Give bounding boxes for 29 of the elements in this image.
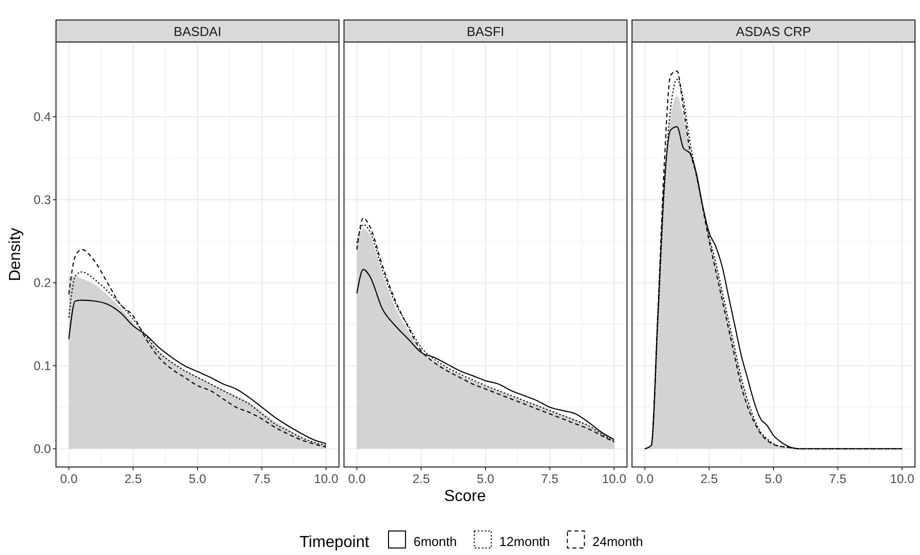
x-tick-label: 5.0: [188, 472, 206, 486]
legend-label: 6month: [414, 534, 457, 549]
x-tick-label: 0.0: [348, 472, 366, 486]
x-tick-label: 10.0: [314, 472, 338, 486]
chart-title: BASFI: [466, 24, 504, 39]
x-tick-label: 7.5: [829, 472, 847, 486]
x-tick-label: 7.5: [541, 472, 559, 486]
x-tick-label: 2.5: [412, 472, 430, 486]
y-tick-label: 0.0: [34, 442, 52, 456]
y-tick-label: 0.2: [34, 276, 52, 290]
legend-title: Timepoint: [300, 534, 370, 551]
x-tick-label: 7.5: [253, 472, 271, 486]
x-tick-label: 0.0: [636, 472, 654, 486]
x-tick-label: 0.0: [60, 472, 78, 486]
y-tick-label: 0.3: [34, 193, 52, 208]
chart-title: ASDAS CRP: [736, 24, 812, 39]
legend-label: 12month: [499, 534, 550, 549]
x-tick-label: 2.5: [700, 472, 718, 486]
x-tick-label: 10.0: [890, 472, 914, 486]
y-axis-title: Density: [7, 228, 24, 282]
x-tick-label: 5.0: [476, 472, 494, 486]
y-tick-label: 0.1: [34, 359, 52, 374]
x-axis-title: Score: [444, 488, 486, 505]
y-tick-label: 0.4: [34, 110, 52, 124]
chart-title: BASDAI: [174, 24, 222, 39]
x-tick-label: 10.0: [602, 472, 626, 486]
legend-label: 24month: [592, 534, 643, 549]
x-tick-label: 5.0: [764, 472, 782, 486]
x-tick-label: 2.5: [124, 472, 142, 486]
